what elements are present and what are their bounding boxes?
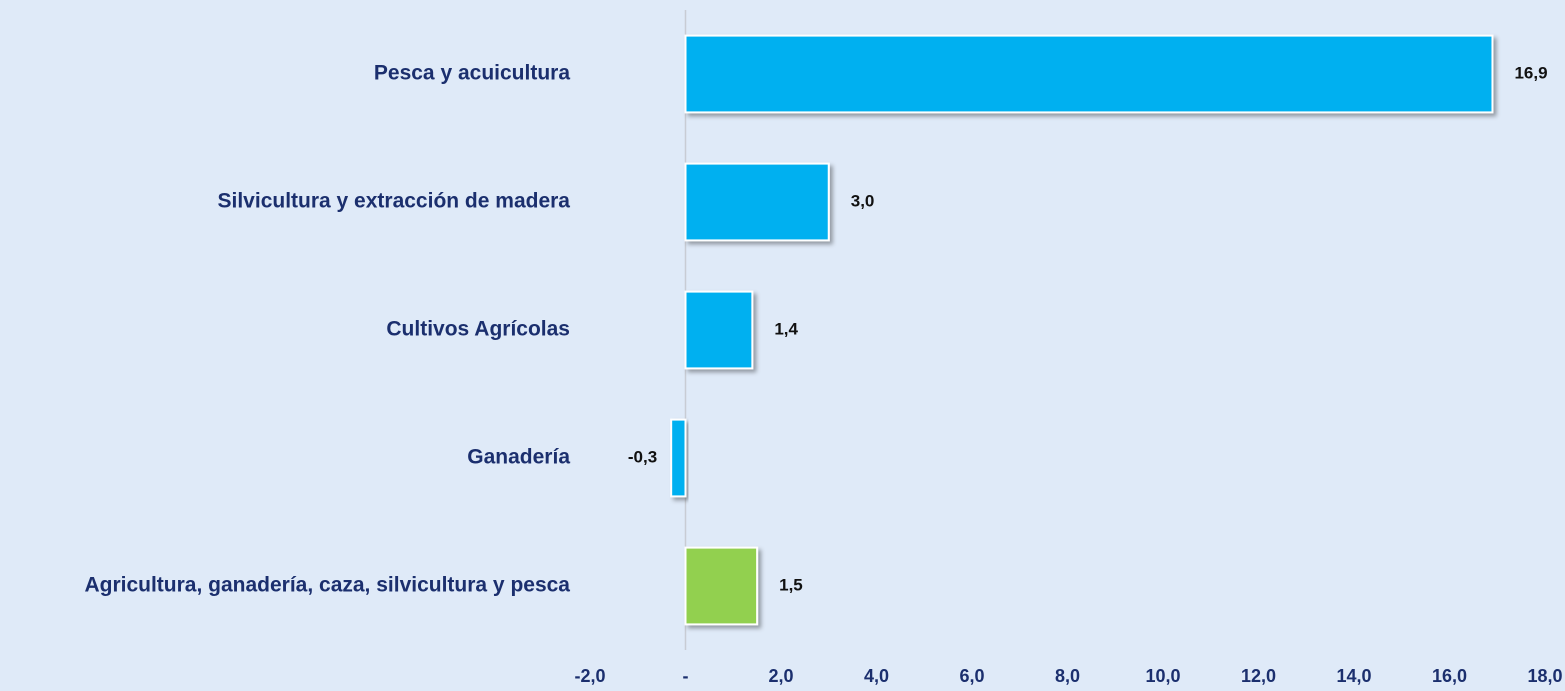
bar xyxy=(684,290,754,370)
x-tick-label: 10,0 xyxy=(1145,666,1180,686)
x-tick-label: 14,0 xyxy=(1336,666,1371,686)
value-label: 1,4 xyxy=(774,319,798,338)
value-label: 1,5 xyxy=(779,575,803,594)
bar xyxy=(684,162,830,242)
category-label: Silvicultura y extracción de madera xyxy=(218,190,571,213)
x-tick-label: 12,0 xyxy=(1241,666,1276,686)
x-tick-label: 8,0 xyxy=(1055,666,1080,686)
category-label: Cultivos Agrícolas xyxy=(386,318,570,341)
bar xyxy=(684,546,759,626)
value-label: 16,9 xyxy=(1514,63,1547,82)
bar xyxy=(684,34,1494,114)
value-label: 3,0 xyxy=(851,191,875,210)
category-label: Pesca y acuicultura xyxy=(374,62,570,85)
category-label: Agricultura, ganadería, caza, silvicultu… xyxy=(84,574,570,597)
x-tick-label: - xyxy=(683,666,689,686)
x-tick-label: 18,0 xyxy=(1527,666,1562,686)
category-label: Ganadería xyxy=(467,446,570,469)
x-tick-label: 16,0 xyxy=(1432,666,1467,686)
x-tick-label: 6,0 xyxy=(959,666,984,686)
value-label: -0,3 xyxy=(628,447,657,466)
x-tick-label: 2,0 xyxy=(768,666,793,686)
x-tick-label: -2,0 xyxy=(574,666,605,686)
x-tick-label: 4,0 xyxy=(864,666,889,686)
bar xyxy=(670,418,687,498)
